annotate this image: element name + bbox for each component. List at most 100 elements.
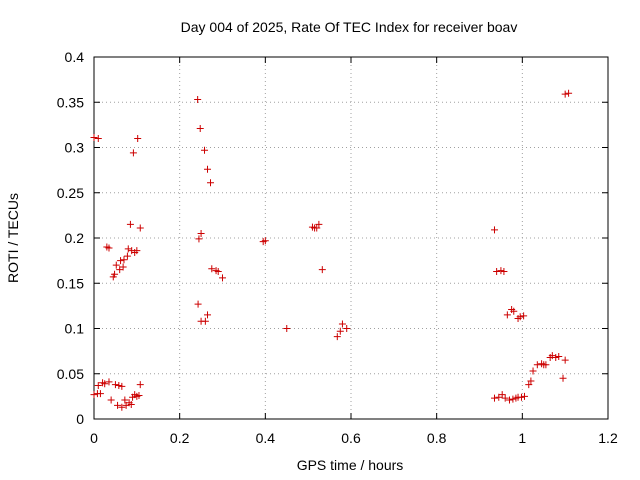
data-point <box>133 247 141 255</box>
data-point <box>542 361 550 369</box>
data-point <box>565 89 573 97</box>
data-point <box>510 307 518 315</box>
data-point <box>136 224 144 232</box>
data-point <box>533 361 541 369</box>
data-point <box>509 395 517 403</box>
y-tick-label: 0.25 <box>57 185 84 201</box>
data-point <box>126 220 134 228</box>
data-point <box>501 394 509 402</box>
data-point <box>525 381 533 389</box>
data-point <box>214 267 222 275</box>
data-point <box>134 134 142 142</box>
data-point <box>548 352 556 360</box>
data-point <box>201 146 209 154</box>
data-point <box>90 391 98 399</box>
data-point <box>333 333 341 341</box>
x-tick-label: 1.2 <box>598 430 618 446</box>
data-point <box>520 312 528 320</box>
data-point <box>123 252 131 260</box>
data-point <box>94 134 102 142</box>
data-point <box>561 90 569 98</box>
data-point <box>194 96 202 104</box>
data-point <box>315 220 323 228</box>
data-point <box>516 313 524 321</box>
data-point <box>490 226 498 234</box>
y-tick-label: 0.4 <box>65 49 85 65</box>
data-point <box>118 382 126 390</box>
data-point <box>500 267 508 275</box>
data-point <box>120 256 128 264</box>
data-point <box>336 327 344 335</box>
y-tick-label: 0.15 <box>57 275 84 291</box>
x-axis-label: GPS time / hours <box>297 457 404 473</box>
data-point <box>119 263 127 271</box>
data-point <box>112 261 120 269</box>
data-point <box>194 300 202 308</box>
y-tick-label: 0.3 <box>65 140 85 156</box>
data-point <box>318 266 326 274</box>
data-point <box>503 311 511 319</box>
data-point <box>204 165 212 173</box>
y-axis-label: ROTI / TECUs <box>5 193 21 283</box>
data-point <box>94 382 102 390</box>
chart-title: Day 004 of 2025, Rate Of TEC Index for r… <box>181 19 518 35</box>
data-point <box>505 396 513 404</box>
data-point <box>207 179 215 187</box>
data-point <box>195 235 203 243</box>
grid-lines <box>94 57 608 419</box>
data-point <box>261 237 269 245</box>
data-point <box>129 149 137 157</box>
x-tick-label: 0 <box>90 430 98 446</box>
data-point <box>117 257 125 265</box>
data-point <box>283 325 291 332</box>
y-tick-label: 0 <box>76 411 84 427</box>
data-point <box>101 380 109 388</box>
x-tick-label: 0.8 <box>427 430 447 446</box>
data-point <box>555 353 563 361</box>
x-tick-label: 0.6 <box>341 430 361 446</box>
data-point <box>490 394 498 402</box>
data-point <box>208 265 216 273</box>
data-point <box>559 374 567 382</box>
data-point <box>105 244 113 252</box>
y-tick-label: 0.05 <box>57 366 84 382</box>
data-point <box>529 367 537 375</box>
data-points <box>90 89 573 411</box>
data-point <box>497 267 505 275</box>
data-point <box>313 224 321 232</box>
x-tick-label: 0.4 <box>256 430 276 446</box>
data-point <box>197 229 205 237</box>
data-point <box>219 274 226 282</box>
y-tick-label: 0.2 <box>65 230 85 246</box>
data-point <box>111 381 119 389</box>
y-tick-label: 0.1 <box>65 321 85 337</box>
data-point <box>498 391 506 399</box>
data-point <box>111 270 119 278</box>
data-point <box>561 356 569 364</box>
data-point <box>127 401 135 409</box>
data-point <box>552 353 560 361</box>
data-point <box>517 393 525 401</box>
x-tick-label: 0.2 <box>170 430 190 446</box>
data-point <box>118 403 126 411</box>
data-point <box>107 396 115 404</box>
x-tick-label: 1 <box>518 430 526 446</box>
data-point <box>493 267 501 275</box>
data-point <box>527 377 535 385</box>
data-point <box>136 381 144 389</box>
data-point <box>520 392 528 400</box>
axis-ticks: 0 0.2 0.4 0.6 0.8 1 1.2 0 0.05 0.1 0.15 0.2 0.25 0.3 0… <box>57 49 618 446</box>
data-point <box>338 320 346 328</box>
data-point <box>105 378 113 386</box>
data-point <box>135 391 143 399</box>
y-tick-label: 0.35 <box>57 94 84 110</box>
data-point <box>201 317 209 325</box>
data-point <box>121 396 129 404</box>
data-point <box>124 245 132 253</box>
data-point <box>90 134 98 142</box>
data-point <box>114 401 122 409</box>
data-point <box>96 390 104 398</box>
data-point <box>343 325 351 332</box>
data-point <box>115 382 123 390</box>
